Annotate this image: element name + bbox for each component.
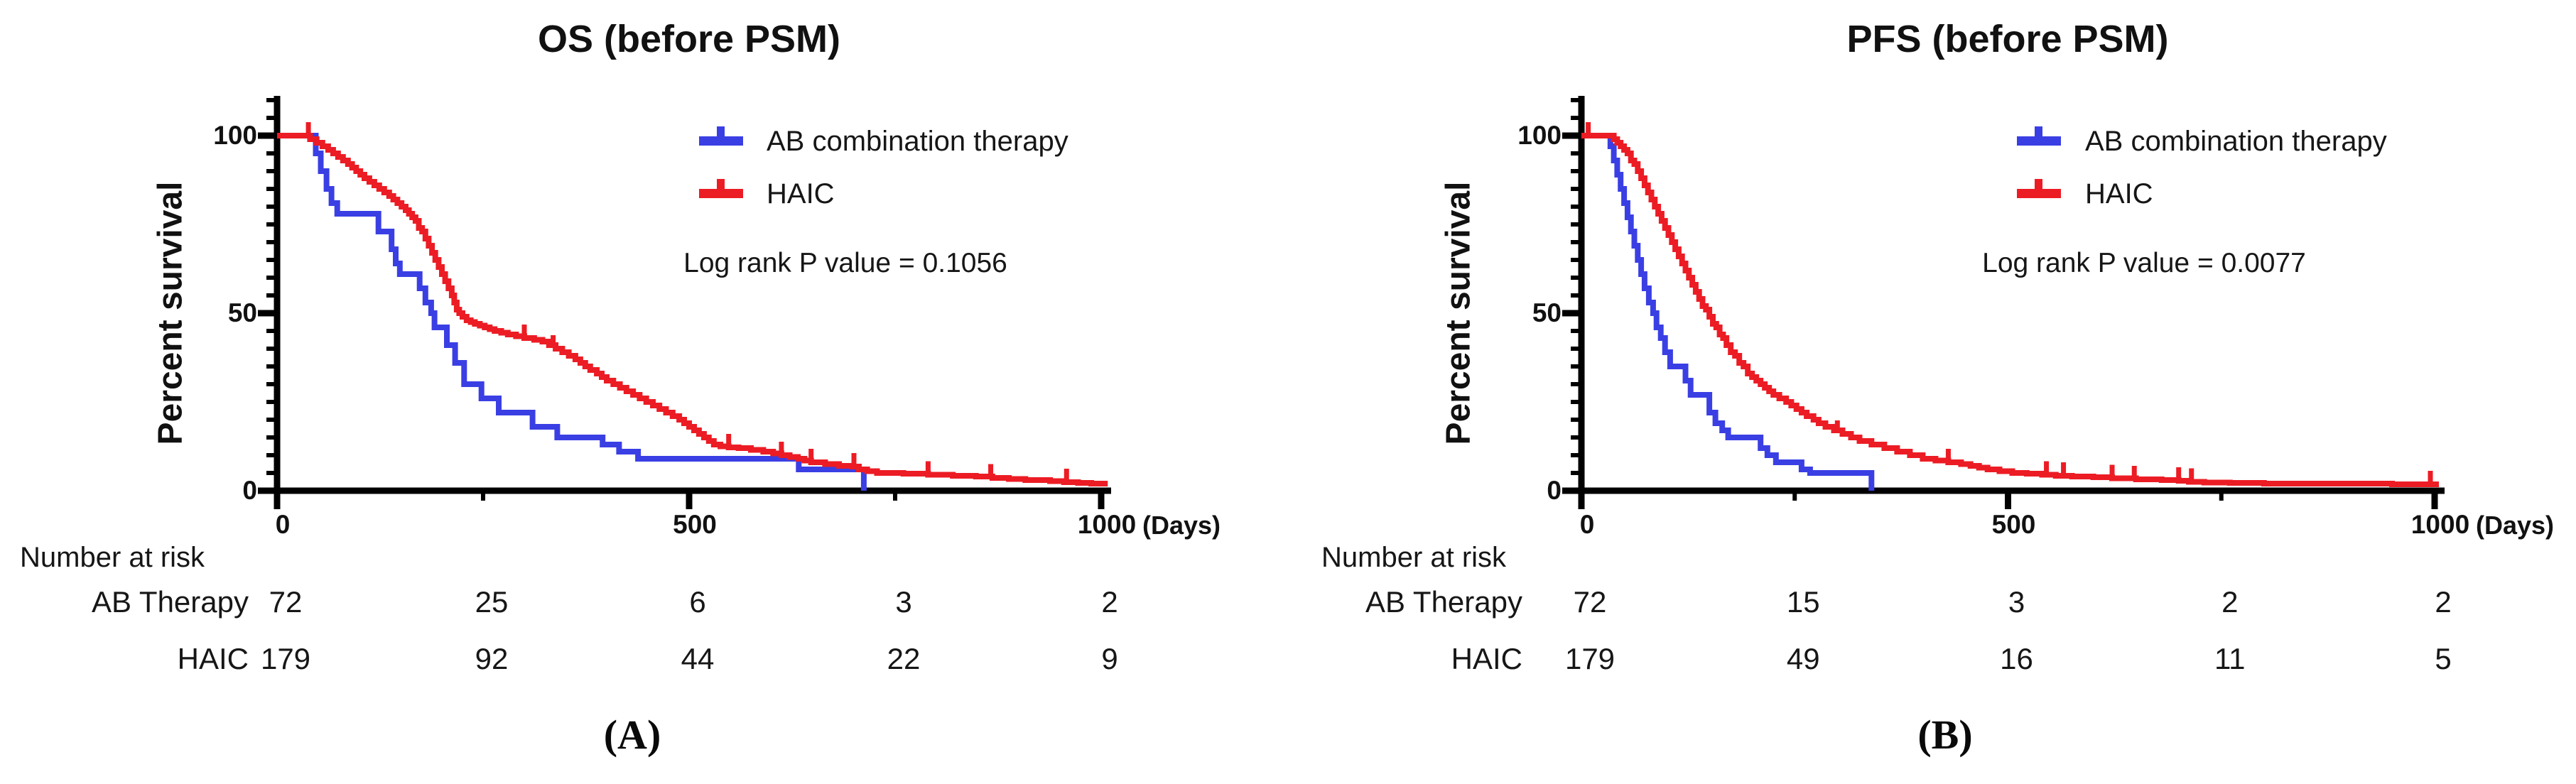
risk-value: 9 [1101, 642, 1118, 675]
censor-nub-icon [717, 179, 725, 190]
log-rank-p-value: Log rank P value = 0.1056 [683, 248, 1007, 278]
risk-row-label-haic: HAIC [177, 642, 249, 675]
panel-letter-a: (A) [603, 712, 661, 758]
risk-value: 16 [2000, 642, 2033, 675]
x-tick-label: 0 [1579, 510, 1595, 539]
risk-value: 11 [2214, 642, 2246, 675]
risk-value: 25 [475, 585, 509, 619]
x-tick-label: 500 [1991, 510, 2036, 539]
panel-pfs: PFS (before PSM) Percent survival AB com… [1288, 0, 2576, 784]
risk-value: 3 [2008, 585, 2025, 619]
risk-row-label-ab: AB Therapy [1365, 585, 1522, 619]
risk-value: 2 [1101, 585, 1118, 619]
risk-value: 3 [895, 585, 912, 619]
risk-value: 2 [2435, 585, 2452, 619]
censor-nub-icon [717, 126, 725, 137]
km-curve-haic [1581, 133, 2439, 487]
risk-value: 179 [260, 642, 311, 675]
censor-nub-icon [2035, 126, 2042, 137]
legend-label-ab: AB combination therapy [2085, 126, 2387, 157]
x-tick-label: 500 [673, 510, 717, 539]
censor-nub-icon [2035, 179, 2042, 190]
chart-title-pfs: PFS (before PSM) [1846, 18, 2169, 60]
risk-row-label-ab: AB Therapy [91, 585, 249, 619]
x-tick-label: 1000 [1077, 510, 1137, 539]
km-curve-ab [1581, 133, 1875, 491]
risk-value: 72 [269, 585, 303, 619]
legend-marker-ab-icon [2017, 126, 2061, 146]
legend-marker-ab-icon [699, 126, 743, 146]
os-survival-plot [258, 96, 1111, 509]
risk-value: 72 [1573, 585, 1607, 619]
x-tick-label: 0 [275, 510, 291, 539]
legend-label-ab: AB combination therapy [767, 126, 1068, 157]
risk-value: 2 [2221, 585, 2239, 619]
y-tick-label: 50 [227, 298, 257, 327]
y-tick-label: 100 [1517, 121, 1562, 150]
risk-value: 5 [2435, 642, 2452, 675]
x-tick-label: 1000 [2410, 510, 2470, 539]
panel-os: OS (before PSM) Percent survival AB comb… [20, 18, 1221, 758]
km-curve-ab [277, 133, 867, 491]
legend-label-haic: HAIC [767, 178, 835, 209]
y-tick-label: 0 [1547, 476, 1562, 505]
legend-marker-haic-icon [2017, 179, 2061, 198]
panel-letter-b: (B) [1917, 712, 1973, 758]
legend-marker-haic-icon [699, 179, 743, 198]
risk-value: 49 [1786, 642, 1820, 675]
risk-value: 15 [1786, 585, 1820, 619]
chart-title-os: OS (before PSM) [537, 18, 841, 60]
risk-value: 44 [681, 642, 715, 675]
number-at-risk-heading: Number at risk [1321, 542, 1507, 573]
pfs-survival-plot [1562, 96, 2445, 509]
risk-value: 179 [1564, 642, 1616, 675]
y-tick-label: 0 [242, 476, 257, 505]
legend-label-haic: HAIC [2085, 178, 2153, 209]
risk-row-label-haic: HAIC [1451, 642, 1522, 675]
risk-value: 92 [475, 642, 509, 675]
x-axis-unit-label: (Days) [1142, 511, 1221, 540]
x-axis-unit-label: (Days) [2476, 511, 2555, 540]
number-at-risk-heading: Number at risk [20, 542, 205, 573]
y-tick-label: 50 [1532, 298, 1562, 327]
log-rank-p-value: Log rank P value = 0.0077 [1982, 248, 2306, 278]
risk-value: 6 [689, 585, 706, 619]
risk-value: 22 [887, 642, 921, 675]
km-curve-haic [277, 133, 1108, 486]
y-tick-label: 100 [213, 121, 257, 150]
